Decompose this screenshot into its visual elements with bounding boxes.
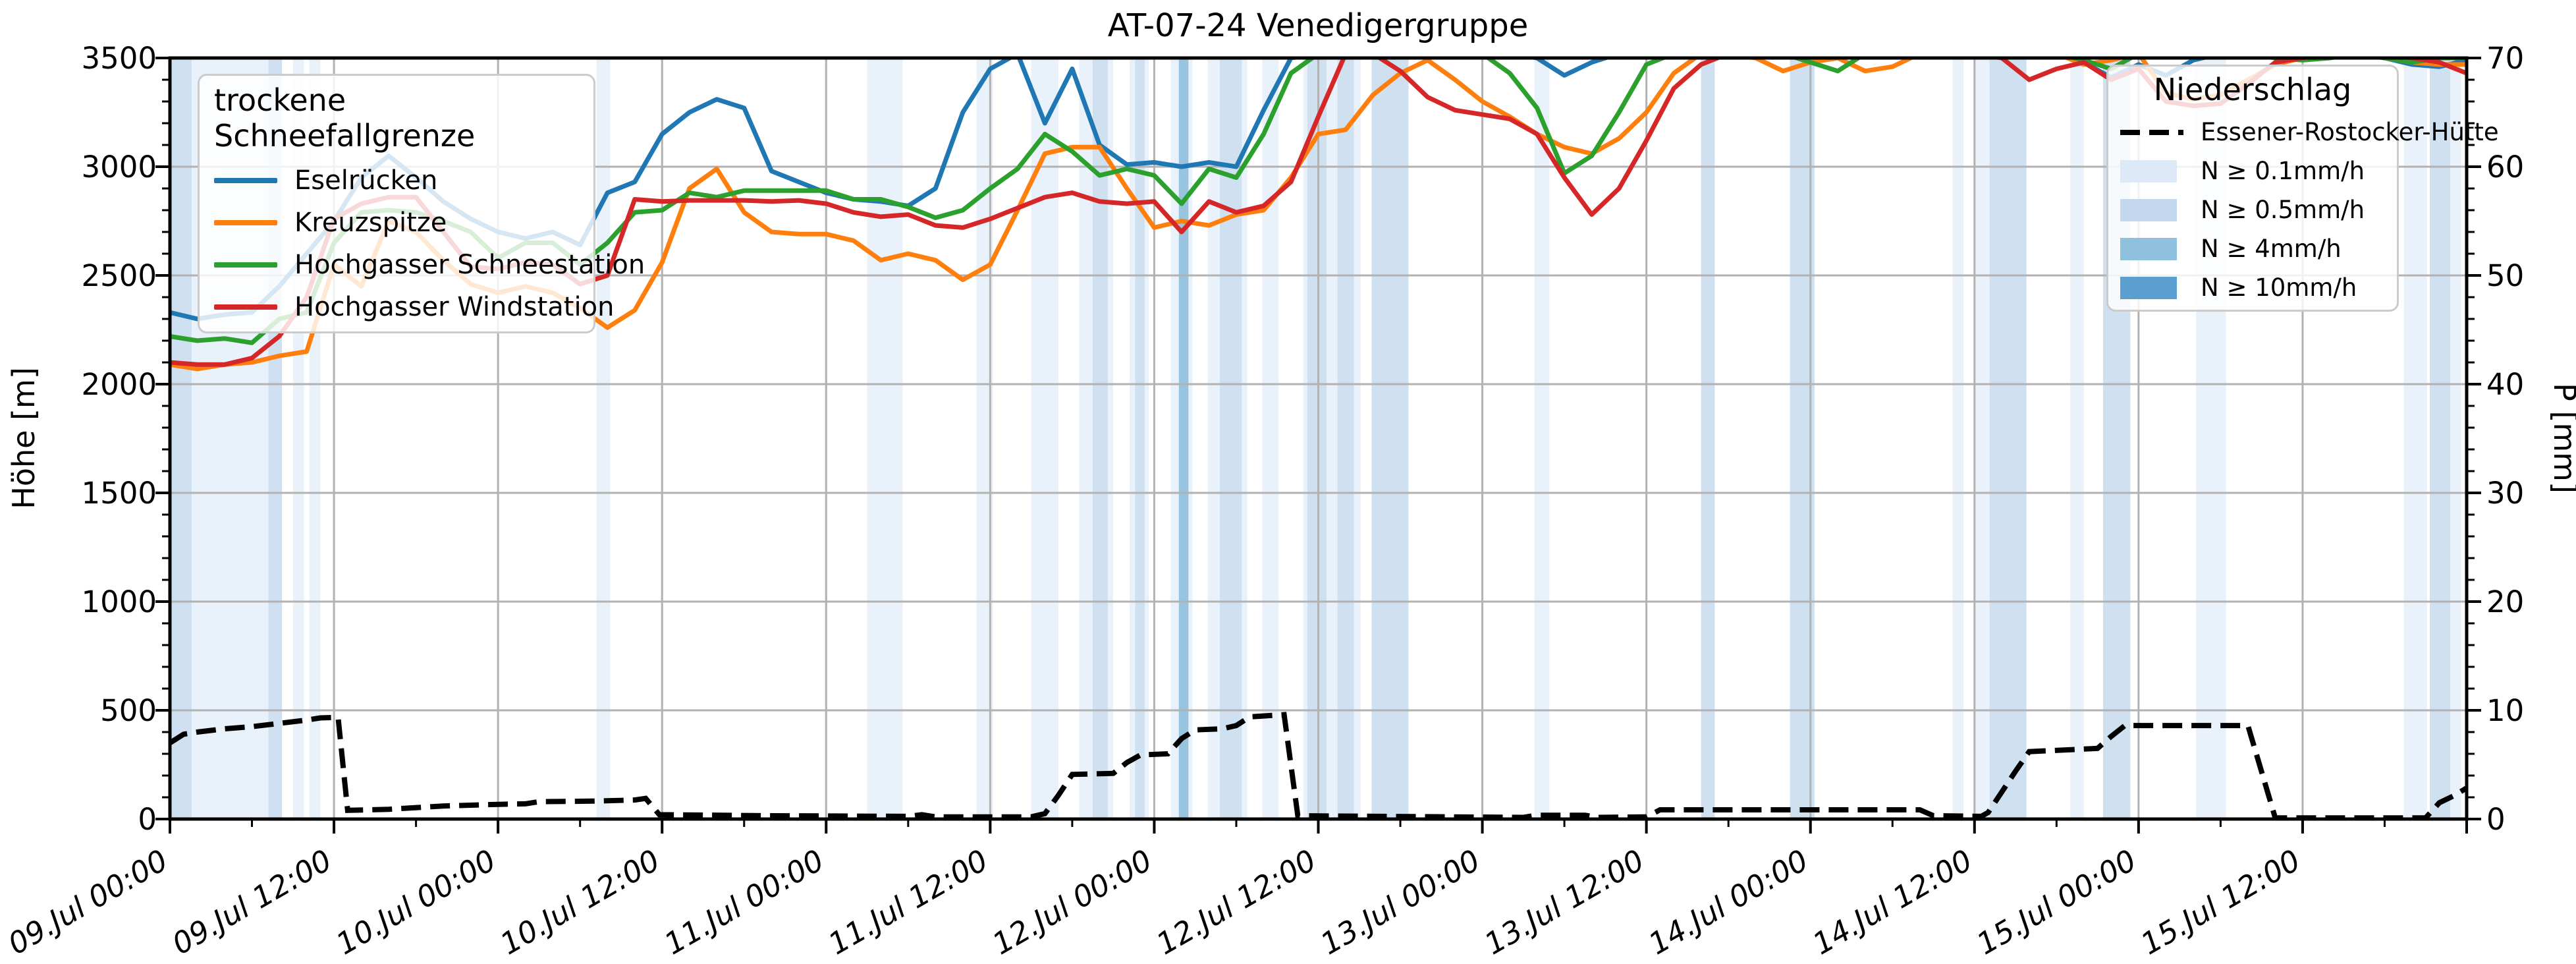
legend-tier-4mmh: N ≥ 4mm/h xyxy=(2120,235,2385,263)
precip-band-4mmh xyxy=(1178,58,1189,819)
left-tick-label: 1500 xyxy=(81,476,157,511)
precip-band-0.5mmh xyxy=(1371,58,1409,819)
precip-band-0.5mmh xyxy=(1337,58,1354,819)
left-axis-label: Höhe [m] xyxy=(6,367,41,509)
axis-ticks xyxy=(155,57,2481,834)
precip-band-0.5mmh xyxy=(1135,58,1145,819)
band-swatch xyxy=(2120,198,2177,221)
precip-band-0.1mmh xyxy=(1974,58,1990,819)
legend-tier-label: N ≥ 0.1mm/h xyxy=(2201,157,2365,185)
x-tick-label: 09.Jul 12:00 xyxy=(166,843,337,962)
band-swatch xyxy=(2120,159,2177,183)
x-tick-label: 12.Jul 00:00 xyxy=(987,843,1158,962)
legend-snowline-title: trockene Schneefallgrenze xyxy=(214,82,476,154)
line-swatch xyxy=(214,304,277,310)
precip-band-0.5mmh xyxy=(1989,58,2027,819)
legend-precip: Niederschlag Essener-Rostocker-Hütte N ≥… xyxy=(2106,65,2499,312)
legend-item-label: Kreuzspitze xyxy=(294,208,447,238)
chart-title: AT-07-24 Venedigergruppe xyxy=(1108,7,1528,44)
x-tick-label: 10.Jul 12:00 xyxy=(495,843,666,962)
precip-band-0.5mmh xyxy=(1307,58,1327,819)
right-tick-label: 40 xyxy=(2486,367,2524,402)
precip-band-0.1mmh xyxy=(2403,58,2427,819)
line-swatch xyxy=(214,220,277,225)
legend-item-2: Hochgasser Schneestation xyxy=(214,250,645,280)
precip-band-0.1mmh xyxy=(1534,58,1550,819)
precip-band-0.1mmh xyxy=(1031,58,1059,819)
x-tick-label: 14.Jul 00:00 xyxy=(1643,843,1814,962)
precip-band-0.1mmh xyxy=(596,58,611,819)
right-tick-label: 0 xyxy=(2486,802,2506,837)
precip-band-0.1mmh xyxy=(1262,58,1279,819)
left-tick-label: 3500 xyxy=(81,41,157,76)
legend-tier-label: N ≥ 4mm/h xyxy=(2201,235,2342,263)
legend-item-label: Hochgasser Windstation xyxy=(294,292,615,322)
band-swatch xyxy=(2120,276,2177,299)
legend-tier-0.5mmh: N ≥ 0.5mm/h xyxy=(2120,196,2385,224)
precip-band-0.5mmh xyxy=(1220,58,1242,819)
precip-band-0.5mmh xyxy=(1701,58,1715,819)
legend-item-huette: Essener-Rostocker-Hütte xyxy=(2120,118,2499,146)
legend-item-huette-label: Essener-Rostocker-Hütte xyxy=(2201,118,2499,146)
x-tick-label: 15.Jul 12:00 xyxy=(2135,843,2306,962)
legend-item-1: Kreuzspitze xyxy=(214,208,576,238)
legend-tier-label: N ≥ 0.5mm/h xyxy=(2201,196,2365,224)
precip-band-0.5mmh xyxy=(170,58,192,819)
left-tick-label: 2000 xyxy=(81,367,157,402)
x-tick-label: 13.Jul 12:00 xyxy=(1479,843,1650,962)
left-tick-label: 1000 xyxy=(81,584,157,619)
right-axis-label: P [mm] xyxy=(2547,383,2576,494)
x-tick-label: 09.Jul 00:00 xyxy=(2,843,173,962)
x-tick-label: 11.Jul 12:00 xyxy=(823,843,994,962)
x-tick-label: 12.Jul 12:00 xyxy=(1151,843,1322,962)
right-tick-label: 20 xyxy=(2486,584,2524,619)
precip-band-0.1mmh xyxy=(867,58,903,819)
right-tick-label: 50 xyxy=(2486,258,2524,293)
dashed-line-swatch xyxy=(2120,129,2183,135)
x-tick-label: 14.Jul 12:00 xyxy=(1807,843,1978,962)
legend-item-3: Hochgasser Windstation xyxy=(214,292,614,322)
right-tick-label: 60 xyxy=(2486,150,2524,184)
legend-tier-10mmh: N ≥ 10mm/h xyxy=(2120,273,2385,302)
precip-band-0.1mmh xyxy=(2070,58,2084,819)
line-swatch xyxy=(214,178,277,183)
x-tick-label: 10.Jul 00:00 xyxy=(330,843,501,962)
left-tick-label: 0 xyxy=(138,802,157,837)
left-tick-label: 3000 xyxy=(81,150,157,184)
legend-item-label: Eselrücken xyxy=(294,165,438,196)
left-tick-label: 2500 xyxy=(81,258,157,293)
x-tick-label: 11.Jul 00:00 xyxy=(659,843,830,962)
x-tick-label: 15.Jul 00:00 xyxy=(1971,843,2142,962)
legend-item-0: Eselrücken xyxy=(214,165,576,196)
legend-snowline-items: Eselrücken Kreuzspitze Hochgasser Schneest… xyxy=(214,165,645,322)
precip-line-huette xyxy=(170,712,2467,819)
legend-snowline: trockene Schneefallgrenze Eselrücken Kreu… xyxy=(198,74,645,333)
precip-band-0.5mmh xyxy=(1093,58,1108,819)
right-tick-label: 10 xyxy=(2486,693,2524,728)
left-tick-label: 500 xyxy=(100,693,157,728)
right-tick-label: 70 xyxy=(2486,41,2524,76)
legend-tier-0.1mmh: N ≥ 0.1mm/h xyxy=(2120,157,2385,185)
legend-precip-title: Niederschlag xyxy=(2153,72,2352,107)
right-tick-label: 30 xyxy=(2486,476,2524,511)
legend-precip-tiers: N ≥ 0.1mm/h N ≥ 0.5mm/h N ≥ 4mm/h N ≥ 10mm/… xyxy=(2120,157,2385,302)
precip-band-0.5mmh xyxy=(2429,58,2451,819)
line-swatch xyxy=(214,262,277,268)
precip-band-0.1mmh xyxy=(1952,58,1964,819)
legend-item-label: Hochgasser Schneestation xyxy=(294,250,645,280)
legend-tier-label: N ≥ 10mm/h xyxy=(2201,273,2357,302)
x-tick-label: 13.Jul 00:00 xyxy=(1315,843,1486,962)
precip-band-0.1mmh xyxy=(2450,58,2461,819)
band-swatch xyxy=(2120,237,2177,260)
precip-cumulative-line xyxy=(170,712,2467,819)
